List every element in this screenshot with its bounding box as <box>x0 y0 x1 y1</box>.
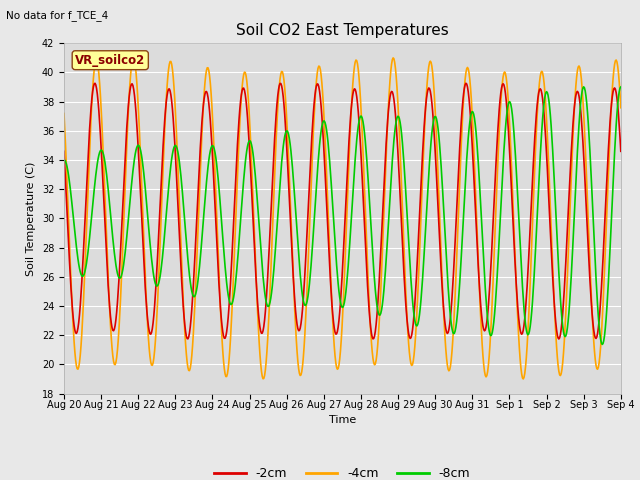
Y-axis label: Soil Temperature (C): Soil Temperature (C) <box>26 161 36 276</box>
-8cm <box>598 342 606 348</box>
-8cm <box>127 183 135 189</box>
X-axis label: Time: Time <box>329 415 356 425</box>
-2cm <box>462 80 470 86</box>
-8cm <box>214 168 221 173</box>
Line: -4cm: -4cm <box>64 58 621 379</box>
-4cm <box>520 376 527 382</box>
-4cm <box>428 60 435 65</box>
Legend: -2cm, -4cm, -8cm: -2cm, -4cm, -8cm <box>209 462 476 480</box>
-8cm <box>70 222 78 228</box>
-8cm <box>580 84 588 90</box>
-8cm <box>184 257 192 263</box>
-4cm <box>389 55 397 61</box>
-4cm <box>184 365 192 371</box>
-2cm <box>214 251 221 257</box>
-8cm <box>617 84 625 90</box>
-4cm <box>60 110 68 116</box>
Line: -2cm: -2cm <box>64 83 621 339</box>
-8cm <box>410 312 418 318</box>
Title: Soil CO2 East Temperatures: Soil CO2 East Temperatures <box>236 23 449 38</box>
-8cm <box>426 148 434 154</box>
-2cm <box>426 88 434 94</box>
-2cm <box>555 336 563 342</box>
Text: VR_soilco2: VR_soilco2 <box>75 54 145 67</box>
-4cm <box>214 230 221 236</box>
-4cm <box>617 105 625 110</box>
-2cm <box>127 81 135 87</box>
-2cm <box>70 323 78 328</box>
-4cm <box>70 338 78 344</box>
-4cm <box>127 64 135 70</box>
-2cm <box>60 148 68 154</box>
-2cm <box>617 148 625 154</box>
Line: -8cm: -8cm <box>64 87 621 345</box>
-4cm <box>411 344 419 349</box>
-2cm <box>184 336 192 342</box>
Text: No data for f_TCE_4: No data for f_TCE_4 <box>6 10 109 21</box>
-2cm <box>410 312 418 317</box>
-8cm <box>60 157 68 163</box>
